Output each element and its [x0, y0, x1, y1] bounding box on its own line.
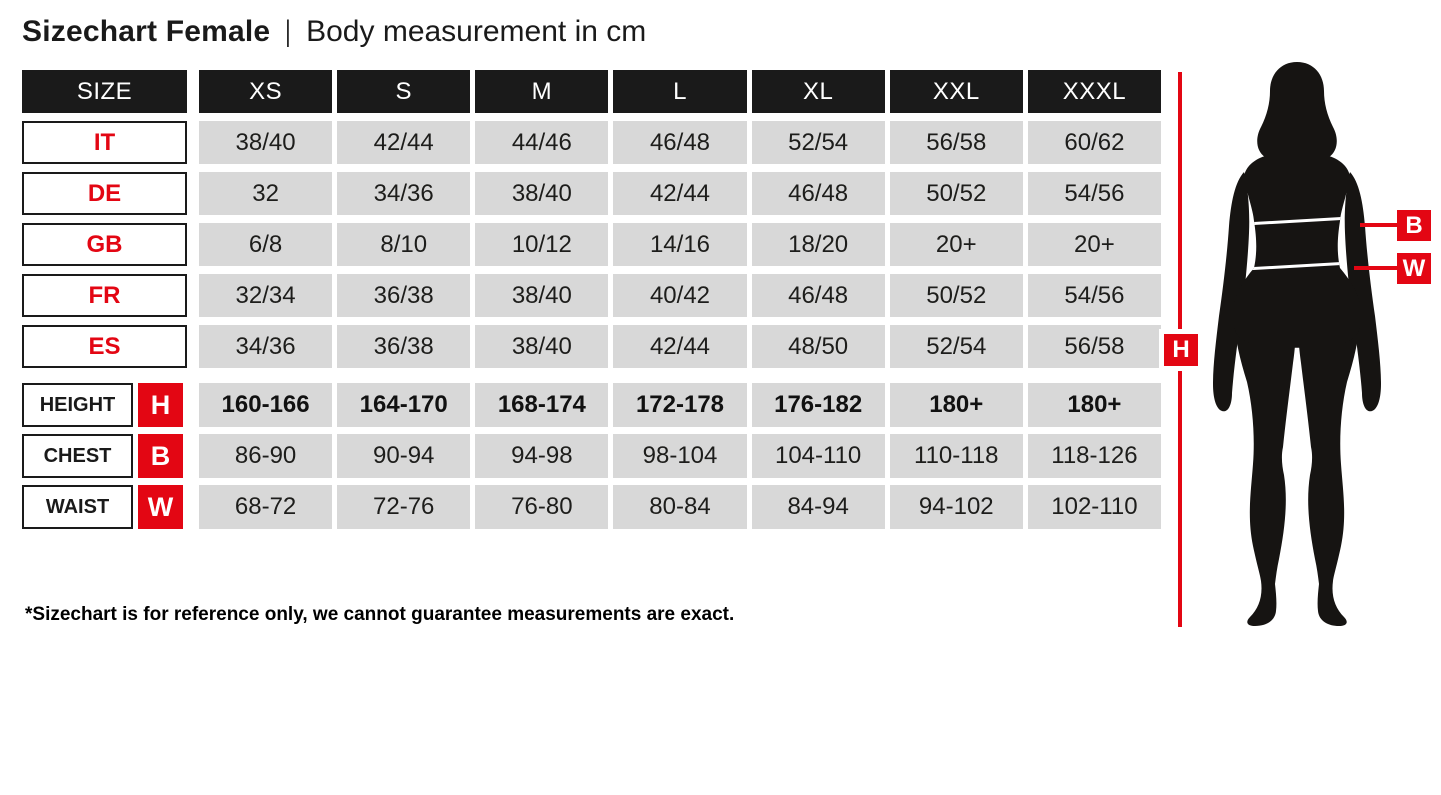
- title-subtitle: Body measurement in cm: [306, 15, 647, 48]
- size-column-header-xl: XL: [751, 70, 885, 113]
- country-label-fr: FR: [22, 274, 187, 317]
- measurement-label-height: HEIGHT H: [22, 383, 187, 427]
- size-column-header-l: L: [613, 70, 747, 113]
- measurement-value-cell: 104-110: [751, 434, 885, 478]
- size-value-cell: 6/8: [199, 223, 333, 266]
- measurement-badge-b: B: [138, 434, 183, 478]
- title-separator: |: [285, 15, 292, 48]
- waist-leader-line: [1354, 266, 1398, 270]
- measurement-value-cell: 102-110: [1027, 485, 1161, 529]
- figure-leg-left: [1234, 310, 1296, 626]
- measurement-label-waist: WAIST W: [22, 485, 187, 529]
- measurement-label-text: HEIGHT: [22, 383, 133, 427]
- page-title: Sizechart Female | Body measurement in c…: [22, 14, 646, 50]
- size-value-cell: 20+: [889, 223, 1023, 266]
- measurement-value-cell: 118-126: [1027, 434, 1161, 478]
- size-column-header-xxxl: XXXL: [1027, 70, 1161, 113]
- size-value-cell: 42/44: [613, 172, 747, 215]
- size-value-cell: 14/16: [613, 223, 747, 266]
- measurement-value-cell: 86-90: [199, 434, 333, 478]
- measurement-table: HEIGHT H 160-166 164-170 168-174 172-178 176-1…: [22, 383, 1161, 529]
- size-value-cell: 40/42: [613, 274, 747, 317]
- size-value-cell: 32/34: [199, 274, 333, 317]
- size-value-cell: 36/38: [337, 325, 471, 368]
- size-value-cell: 46/48: [613, 121, 747, 164]
- size-value-cell: 48/50: [751, 325, 885, 368]
- figure-measure-lines: [1244, 216, 1351, 271]
- measurement-badge-h: H: [138, 383, 183, 427]
- size-value-cell: 42/44: [613, 325, 747, 368]
- bust-badge: B: [1397, 210, 1431, 241]
- measurement-value-cell: 164-170: [337, 383, 471, 427]
- measurement-value-cell: 172-178: [613, 383, 747, 427]
- measurement-value-cell: 168-174: [475, 383, 609, 427]
- size-column-header-xs: XS: [199, 70, 333, 113]
- size-value-cell: 56/58: [889, 121, 1023, 164]
- measurement-value-cell: 180+: [1027, 383, 1161, 427]
- size-value-cell: 34/36: [199, 325, 333, 368]
- figure-arm-left: [1213, 172, 1250, 412]
- measurement-label-text: WAIST: [22, 485, 133, 529]
- female-silhouette: [1213, 62, 1381, 626]
- size-value-cell: 60/62: [1027, 121, 1161, 164]
- size-value-cell: 38/40: [475, 274, 609, 317]
- size-value-cell: 56/58: [1027, 325, 1161, 368]
- measurement-value-cell: 76-80: [475, 485, 609, 529]
- size-value-cell: 38/40: [475, 172, 609, 215]
- size-value-cell: 52/54: [751, 121, 885, 164]
- size-value-cell: 32: [199, 172, 333, 215]
- size-value-cell: 38/40: [475, 325, 609, 368]
- bust-leader-line: [1360, 223, 1398, 227]
- size-value-cell: 52/54: [889, 325, 1023, 368]
- size-column-header-s: S: [337, 70, 471, 113]
- measurement-value-cell: 110-118: [889, 434, 1023, 478]
- size-value-cell: 20+: [1027, 223, 1161, 266]
- measurement-label-chest: CHEST B: [22, 434, 187, 478]
- size-value-cell: 50/52: [889, 274, 1023, 317]
- size-value-cell: 34/36: [337, 172, 471, 215]
- size-value-cell: 42/44: [337, 121, 471, 164]
- measurement-value-cell: 80-84: [613, 485, 747, 529]
- country-label-gb: GB: [22, 223, 187, 266]
- measurement-value-cell: 98-104: [613, 434, 747, 478]
- size-value-cell: 50/52: [889, 172, 1023, 215]
- size-column-header-xxl: XXL: [889, 70, 1023, 113]
- figure-leg-right: [1298, 310, 1360, 626]
- measurement-value-cell: 160-166: [199, 383, 333, 427]
- size-table: SIZE XS S M L XL XXL XXXL IT 38/40 42/44 44/46 46/48…: [22, 70, 1161, 368]
- country-label-de: DE: [22, 172, 187, 215]
- measurement-value-cell: 72-76: [337, 485, 471, 529]
- figure-torso: [1232, 156, 1362, 348]
- title-main: Sizechart Female: [22, 15, 271, 48]
- measurement-value-cell: 180+: [889, 383, 1023, 427]
- size-value-cell: 46/48: [751, 274, 885, 317]
- size-value-cell: 36/38: [337, 274, 471, 317]
- measurement-value-cell: 176-182: [751, 383, 885, 427]
- size-value-cell: 46/48: [751, 172, 885, 215]
- measurement-label-text: CHEST: [22, 434, 133, 478]
- size-value-cell: 8/10: [337, 223, 471, 266]
- size-value-cell: 54/56: [1027, 172, 1161, 215]
- measurement-value-cell: 94-102: [889, 485, 1023, 529]
- footnote-text: *Sizechart is for reference only, we can…: [25, 604, 735, 625]
- measurement-value-cell: 90-94: [337, 434, 471, 478]
- measurement-value-cell: 94-98: [475, 434, 609, 478]
- size-value-cell: 44/46: [475, 121, 609, 164]
- waist-badge: W: [1397, 253, 1431, 284]
- size-value-cell: 10/12: [475, 223, 609, 266]
- size-value-cell: 38/40: [199, 121, 333, 164]
- size-value-cell: 18/20: [751, 223, 885, 266]
- measurement-value-cell: 68-72: [199, 485, 333, 529]
- height-badge: H: [1164, 334, 1198, 366]
- size-column-header-m: M: [475, 70, 609, 113]
- size-header-cell: SIZE: [22, 70, 187, 113]
- measurement-value-cell: 84-94: [751, 485, 885, 529]
- size-value-cell: 54/56: [1027, 274, 1161, 317]
- country-label-it: IT: [22, 121, 187, 164]
- country-label-es: ES: [22, 325, 187, 368]
- figure-head-hair: [1257, 62, 1337, 163]
- measurement-badge-w: W: [138, 485, 183, 529]
